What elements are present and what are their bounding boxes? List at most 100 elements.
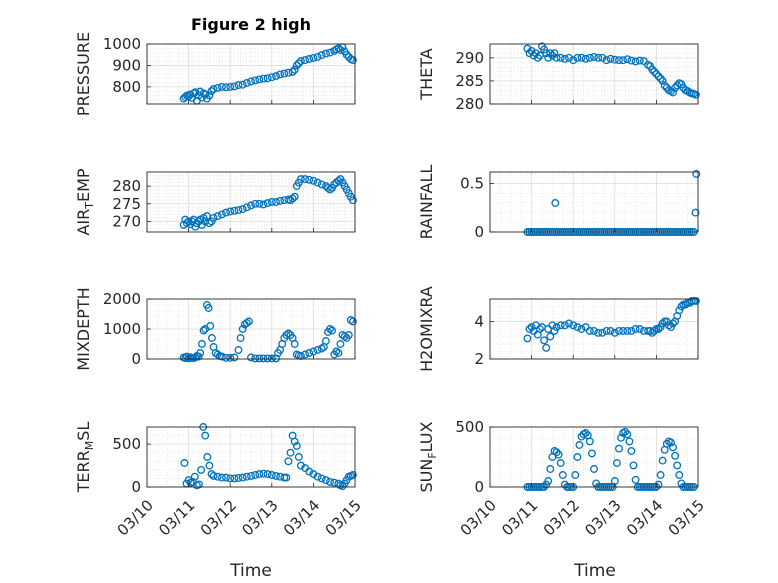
- data-point: [292, 61, 301, 70]
- data-point: [290, 437, 299, 446]
- y-tick-label: 900: [112, 56, 141, 74]
- data-point: [569, 321, 578, 330]
- data-point: [272, 471, 280, 480]
- data-point: [346, 316, 355, 324]
- data-point: [615, 326, 623, 335]
- subplot-pressure: 800 900 1000 PRESSURE: [74, 32, 357, 116]
- y-tick-label: 275: [112, 195, 141, 213]
- data-point: [654, 325, 663, 333]
- data-point: [658, 456, 667, 465]
- data-point: [217, 82, 226, 91]
- data-point: [305, 349, 314, 357]
- data-point: [556, 459, 565, 467]
- data-point: [292, 441, 301, 450]
- data-point: [662, 439, 671, 448]
- data-point: [204, 304, 213, 312]
- data-point: [585, 53, 594, 62]
- data-point: [207, 334, 216, 342]
- data-point: [585, 437, 594, 446]
- data-point: [255, 470, 264, 479]
- data-point: [671, 83, 680, 92]
- y-tick-label: 0: [131, 350, 141, 368]
- data-point: [326, 477, 334, 486]
- data-point: [326, 185, 334, 194]
- data-point: [635, 325, 644, 333]
- y-tick-label: 270: [112, 212, 141, 230]
- data-point: [251, 471, 260, 479]
- data-point: [577, 325, 586, 333]
- data-point: [673, 461, 682, 470]
- data-point: [332, 347, 341, 356]
- y-tick-label: 0.5: [460, 175, 484, 193]
- y-tick-label: 0: [474, 223, 484, 241]
- data-point: [533, 53, 542, 62]
- data-point: [182, 219, 191, 228]
- x-axis-label-left: Time: [229, 561, 272, 581]
- data-point: [197, 465, 206, 474]
- data-point: [296, 175, 305, 184]
- data-point: [654, 72, 663, 81]
- data-point: [238, 205, 247, 214]
- data-point: [656, 74, 665, 83]
- data-point: [236, 334, 245, 342]
- y-tick-label: 1000: [103, 35, 141, 53]
- data-point: [201, 90, 210, 99]
- data-point: [201, 431, 210, 440]
- data-point: [615, 56, 623, 65]
- data-point: [660, 81, 669, 90]
- data-point: [206, 322, 215, 330]
- y-axis-label-main: THETA: [417, 48, 436, 100]
- data-point: [222, 473, 230, 482]
- data-point: [213, 350, 222, 359]
- data-point: [242, 319, 251, 327]
- y-tick-label: 500: [455, 418, 484, 436]
- y-axis-label: TERRMSL: [74, 422, 96, 494]
- data-point: [317, 51, 326, 60]
- data-point: [234, 474, 243, 482]
- data-point: [205, 461, 214, 470]
- data-point: [340, 332, 349, 341]
- data-point: [631, 57, 640, 66]
- data-point: [623, 55, 632, 64]
- data-point: [313, 346, 322, 354]
- data-point: [272, 198, 280, 206]
- data-point: [602, 326, 611, 335]
- data-point: [652, 70, 661, 78]
- data-point: [259, 354, 268, 363]
- data-point: [691, 208, 700, 217]
- y-axis-label-tail: LUX: [417, 421, 436, 452]
- data-point: [552, 323, 561, 332]
- y-tick-label: 4: [474, 313, 484, 331]
- data-point: [348, 317, 357, 326]
- data-point: [558, 471, 567, 479]
- data-point: [334, 176, 343, 185]
- data-point: [531, 49, 540, 58]
- data-point: [263, 74, 272, 83]
- data-point: [546, 332, 555, 341]
- data-point: [658, 76, 667, 85]
- data-point: [301, 175, 310, 184]
- data-point: [554, 450, 563, 459]
- data-point: [573, 53, 582, 62]
- data-point: [222, 208, 230, 217]
- data-point: [629, 461, 638, 470]
- data-point: [631, 475, 640, 484]
- data-point: [209, 471, 218, 480]
- data-point: [217, 352, 226, 361]
- data-point: [286, 448, 295, 457]
- data-point: [669, 319, 677, 328]
- data-point: [552, 53, 561, 62]
- data-point: [523, 334, 532, 343]
- y-axis-label-main: AIR: [74, 209, 93, 236]
- data-point: [692, 169, 701, 178]
- axes-box: [489, 426, 699, 488]
- data-point: [623, 326, 632, 335]
- data-point: [294, 59, 303, 68]
- data-point: [565, 319, 573, 328]
- data-point: [594, 328, 603, 337]
- data-point: [290, 340, 299, 348]
- data-point: [317, 474, 326, 483]
- data-point: [317, 344, 326, 353]
- data-point: [571, 471, 580, 479]
